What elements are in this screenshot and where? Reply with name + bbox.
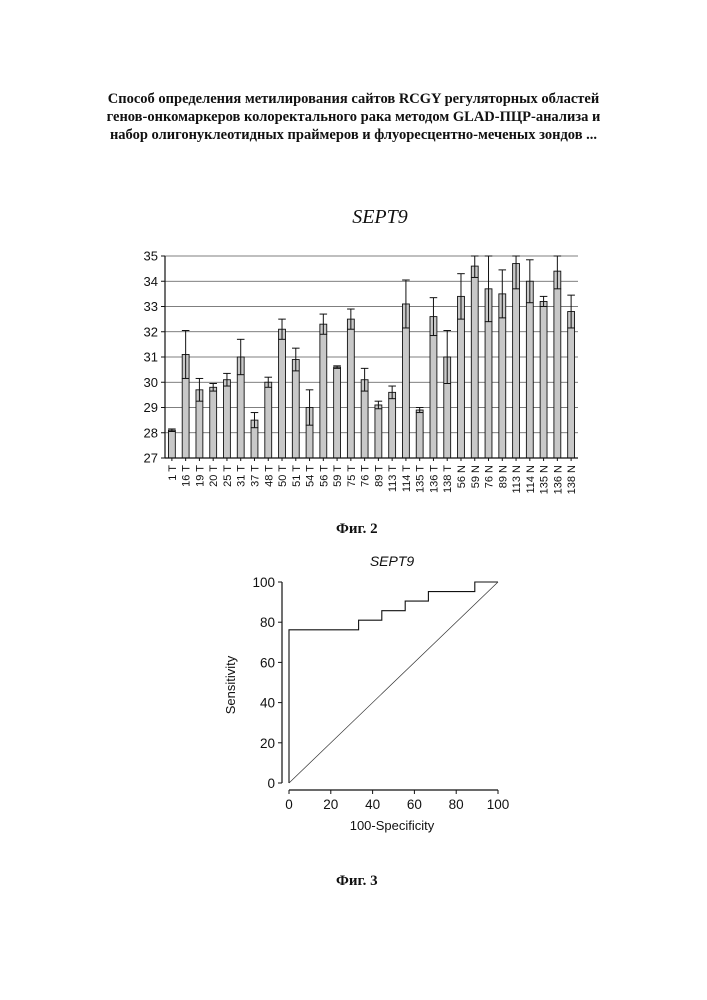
bar: [513, 264, 520, 458]
roc-chart-title: SEPT9: [370, 553, 415, 569]
bar-y-tick-label: 28: [144, 425, 158, 440]
bar: [526, 281, 533, 458]
bar-x-tick-label: 138 T: [442, 465, 454, 493]
roc-x-tick-label: 60: [407, 797, 422, 812]
bar-x-tick-label: 114 N: [525, 465, 537, 494]
bar: [210, 387, 217, 458]
roc-x-tick-label: 40: [365, 797, 380, 812]
bar-x-tick-label: 31 T: [236, 465, 248, 487]
roc-y-tick-label: 40: [260, 696, 275, 711]
bar-x-tick-label: 56 T: [318, 465, 330, 487]
bar: [389, 392, 396, 458]
bar-x-tick-label: 135 T: [415, 465, 427, 493]
fig2-caption: Фиг. 2: [336, 521, 378, 538]
bar-x-tick-label: 37 T: [249, 465, 261, 487]
sept9-bar-chart: SEPT9 27 28 29 30 31 32 33 34 35 1 T16 T19 T20 T…: [0, 190, 707, 520]
bar: [554, 271, 561, 458]
roc-x-tick-label: 80: [449, 797, 464, 812]
bar: [471, 266, 478, 458]
title-line-2: генов-онкомаркеров колоректального рака …: [40, 108, 667, 126]
bar-y-tick-label: 33: [144, 299, 158, 314]
bar-x-tick-label: 20 T: [208, 465, 220, 487]
bar: [458, 296, 465, 458]
bar-y-tick-label: 30: [144, 375, 158, 390]
bar: [292, 360, 299, 458]
bar: [540, 301, 547, 458]
bar: [416, 410, 423, 458]
bar-x-tick-label: 113 N: [511, 465, 523, 494]
bar-chart-title: SEPT9: [352, 206, 408, 228]
bar: [375, 405, 382, 458]
bar-x-tick-label: 16 T: [181, 465, 193, 487]
bar: [279, 329, 286, 458]
bar-y-tick-label: 34: [144, 274, 158, 289]
roc-y-tick-label: 100: [252, 575, 275, 590]
bar: [320, 324, 327, 458]
bar-x-tick-label: 76 N: [484, 465, 496, 488]
roc-y-tick-label: 20: [260, 736, 275, 751]
bar: [347, 319, 354, 458]
title-line-1: Способ определения метилирования сайтов …: [40, 90, 667, 108]
bar-x-tick-label: 136 N: [552, 465, 564, 494]
roc-x-tick-label: 100: [487, 797, 510, 812]
roc-y-tick-label: 60: [260, 655, 275, 670]
bar-x-tick-label: 48 T: [263, 465, 275, 487]
bar-y-tick-label: 35: [144, 249, 158, 264]
bar-y-tick-label: 31: [144, 350, 158, 365]
title-line-3: набор олигонуклеотидных праймеров и флуо…: [40, 126, 667, 144]
bar-x-tick-label: 135 N: [539, 465, 551, 494]
bar: [334, 367, 341, 458]
bar-x-tick-label: 75 T: [346, 465, 358, 487]
bar-x-tick-label: 25 T: [222, 465, 234, 487]
bar-x-tick-label: 89 N: [497, 465, 509, 488]
bar-x-tick-label: 56 N: [456, 465, 468, 488]
bar-y-tick-label: 27: [144, 451, 158, 466]
bar: [224, 380, 231, 458]
bar-x-tick-label: 1 T: [167, 465, 179, 481]
fig3-caption: Фиг. 3: [336, 873, 378, 890]
bar-x-tick-label: 89 T: [373, 465, 385, 487]
page-title: Способ определения метилирования сайтов …: [40, 90, 667, 144]
bar-x-tick-label: 51 T: [291, 465, 303, 487]
bar-x-tick-label: 114 T: [401, 465, 413, 492]
roc-x-tick-label: 20: [323, 797, 338, 812]
roc-y-tick-label: 0: [267, 776, 275, 791]
roc-x-tick-label: 0: [285, 797, 293, 812]
bar-x-tick-label: 136 T: [428, 465, 440, 493]
bar: [499, 294, 506, 458]
sept9-roc-chart: SEPT9 0 20 40 60 80 100 0 20 40 60 80 100 100-Speci…: [0, 545, 707, 845]
bar-x-tick-label: 19 T: [194, 465, 206, 487]
bar: [265, 382, 272, 458]
bar-x-tick-label: 59 T: [332, 465, 344, 487]
bar-x-tick-label: 54 T: [305, 465, 317, 487]
bar-x-tick-label: 138 N: [566, 465, 578, 494]
roc-y-axis-label: Sensitivity: [223, 655, 238, 714]
roc-x-axis-label: 100-Specificity: [350, 818, 435, 833]
bar-y-tick-label: 32: [144, 324, 158, 339]
reference-diagonal: [289, 582, 498, 783]
bar-x-tick-label: 113 T: [387, 465, 399, 492]
bar-x-tick-label: 76 T: [360, 465, 372, 487]
bar-y-tick-label: 29: [144, 400, 158, 415]
roc-y-tick-label: 80: [260, 615, 275, 630]
bar: [568, 312, 575, 458]
bar: [168, 430, 175, 458]
bar: [430, 317, 437, 458]
bar-x-tick-label: 59 N: [470, 465, 482, 488]
bar-x-tick-label: 50 T: [277, 465, 289, 487]
